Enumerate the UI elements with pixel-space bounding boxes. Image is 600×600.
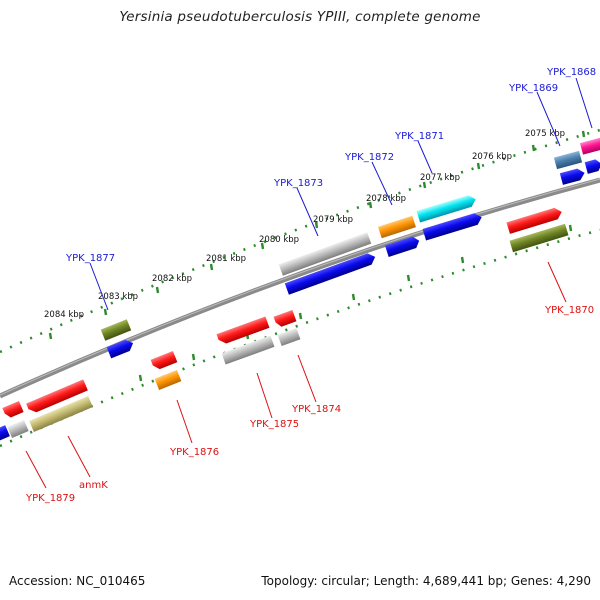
ruler-label: 2082 kbp bbox=[152, 274, 192, 284]
tick bbox=[103, 308, 108, 316]
ruler-label: 2075 kbp bbox=[525, 129, 565, 139]
tick bbox=[531, 144, 536, 152]
ruler-label: 2081 kbp bbox=[206, 254, 246, 264]
tick bbox=[209, 263, 214, 271]
tick bbox=[298, 312, 303, 320]
tick bbox=[568, 224, 573, 232]
ruler-label: 2079 kbp bbox=[313, 215, 353, 225]
leader-ypk1879 bbox=[25, 450, 47, 489]
ruler-label: 2078 kbp bbox=[366, 194, 406, 204]
gene-block-ypk1877-color[interactable] bbox=[100, 319, 132, 341]
ruler-label: 2084 kbp bbox=[44, 310, 84, 320]
gene-arrow-ypk1871[interactable] bbox=[422, 211, 484, 241]
tick bbox=[422, 181, 427, 189]
gene-arrow-ypk1877[interactable] bbox=[106, 338, 136, 359]
ruler-label: 2076 kbp bbox=[472, 152, 512, 162]
leader-ypk1876 bbox=[176, 399, 193, 444]
feature-blocks bbox=[0, 135, 600, 443]
ruler-label: 2077 kbp bbox=[420, 173, 460, 183]
tick bbox=[138, 374, 143, 382]
gene-label-ypk1877[interactable]: YPK_1877 bbox=[65, 253, 115, 264]
gene-block-anmk-color[interactable] bbox=[29, 395, 93, 433]
gene-label-ypk1879[interactable]: YPK_1879 bbox=[25, 493, 75, 504]
tick bbox=[581, 130, 586, 138]
gene-arrow-ypk1876[interactable] bbox=[150, 350, 178, 371]
tick bbox=[368, 201, 373, 209]
gene-block-ypk1876-color[interactable] bbox=[154, 369, 182, 391]
genome-backbone bbox=[0, 177, 600, 399]
gene-arrow-ypk1875[interactable] bbox=[216, 316, 270, 345]
tick bbox=[260, 242, 265, 250]
gene-block-ypk1873-color[interactable] bbox=[278, 232, 372, 276]
gene-arrow-ypk1879[interactable] bbox=[2, 400, 24, 419]
gene-block-ypk1875-color[interactable] bbox=[221, 335, 275, 365]
ruler-labels: 2075 kbp 2076 kbp 2077 kbp 2078 kbp 2079… bbox=[44, 129, 565, 320]
gene-arrow-ypk1870[interactable] bbox=[506, 206, 563, 234]
leader-ypk1875 bbox=[256, 372, 273, 419]
gene-arrow-ypk1874[interactable] bbox=[273, 309, 297, 328]
gene-label-ypk1870[interactable]: YPK_1870 bbox=[544, 305, 594, 316]
gene-arrow-ypk1869[interactable] bbox=[559, 167, 586, 185]
tick bbox=[406, 274, 411, 282]
leader-ypk1870 bbox=[547, 261, 567, 303]
gene-block-ypk1874-color[interactable] bbox=[277, 327, 301, 347]
leader-anmk bbox=[67, 435, 91, 478]
gene-label-ypk1873[interactable]: YPK_1873 bbox=[273, 178, 323, 189]
gene-arrow-ypk1872[interactable] bbox=[384, 235, 421, 257]
gene-block-ypk1868-color[interactable] bbox=[579, 135, 600, 155]
ruler-label: 2083 kbp bbox=[98, 292, 138, 302]
gene-labels: YPK_1868 YPK_1869 YPK_1871 YPK_1872 YPK_… bbox=[25, 67, 596, 504]
ruler-label: 2080 kbp bbox=[259, 235, 299, 245]
accession-text: Accession: NC_010465 bbox=[9, 574, 146, 588]
genome-backbone-highlight bbox=[0, 178, 600, 396]
gene-block-ypk1869-color[interactable] bbox=[553, 150, 583, 170]
gene-block-ypk1879-color[interactable] bbox=[7, 419, 29, 439]
gene-arrow-ypk1868[interactable] bbox=[584, 158, 600, 174]
gene-block-ypk1870-color[interactable] bbox=[509, 223, 569, 253]
page-title: Yersinia pseudotuberculosis YPIII, compl… bbox=[119, 9, 481, 25]
gene-label-ypk1876[interactable]: YPK_1876 bbox=[169, 447, 219, 458]
leader-ypk1873 bbox=[296, 187, 319, 237]
gene-label-ypk1871[interactable]: YPK_1871 bbox=[394, 131, 444, 142]
gene-label-ypk1872[interactable]: YPK_1872 bbox=[344, 152, 394, 163]
gene-arrow-anmk[interactable] bbox=[26, 379, 88, 414]
tick bbox=[155, 286, 160, 294]
genome-stats-text: Topology: circular; Length: 4,689,441 bp… bbox=[261, 574, 591, 588]
gene-arrow-edge-blue[interactable] bbox=[0, 425, 10, 443]
tick bbox=[476, 162, 481, 170]
gene-label-ypk1875[interactable]: YPK_1875 bbox=[249, 419, 299, 430]
reverse-ruler-track bbox=[0, 228, 600, 448]
forward-ruler-track bbox=[0, 128, 600, 354]
gene-block-ypk1871-color[interactable] bbox=[416, 193, 478, 223]
leader-ypk1871 bbox=[417, 140, 433, 174]
leader-ypk1872 bbox=[371, 161, 393, 206]
tick bbox=[48, 332, 53, 340]
label-leader-lines bbox=[25, 77, 593, 489]
tick bbox=[351, 293, 356, 301]
leader-ypk1874 bbox=[297, 354, 317, 403]
gene-label-anmk[interactable]: anmK bbox=[79, 480, 108, 491]
gene-label-ypk1874[interactable]: YPK_1874 bbox=[291, 404, 341, 415]
leader-ypk1869 bbox=[536, 91, 561, 147]
gene-block-ypk1872-color[interactable] bbox=[378, 215, 416, 239]
tick bbox=[460, 256, 465, 264]
gene-label-ypk1869[interactable]: YPK_1869 bbox=[508, 83, 558, 94]
leader-ypk1877 bbox=[89, 262, 109, 311]
gene-arrow-ypk1873[interactable] bbox=[284, 251, 377, 295]
leader-ypk1868 bbox=[575, 77, 593, 129]
tick bbox=[314, 221, 319, 229]
gene-label-ypk1868[interactable]: YPK_1868 bbox=[546, 67, 596, 78]
tick bbox=[191, 353, 196, 361]
